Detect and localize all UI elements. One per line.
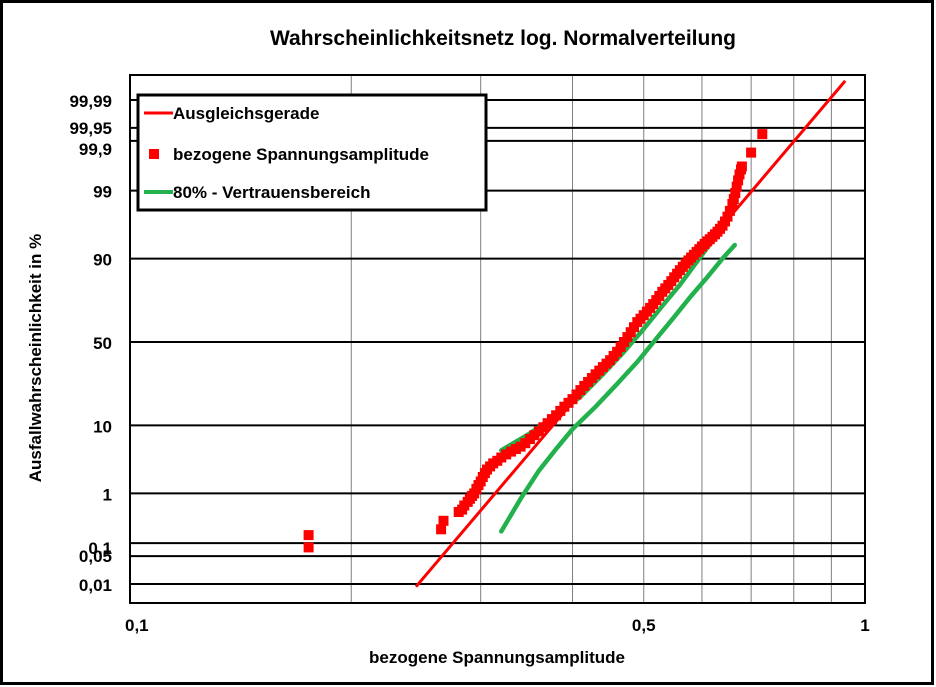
x-tick-label: 0,1 [125, 616, 149, 635]
data-point [303, 542, 314, 553]
data-point [722, 211, 733, 222]
probability-chart: Wahrscheinlichkeitsnetz log. Normalverte… [26, 27, 870, 667]
data-point [757, 129, 768, 140]
legend-points-label: bezogene Spannungsamplitude [173, 145, 429, 164]
data-point [724, 205, 735, 216]
x-tick-label: 0,5 [632, 616, 656, 635]
data-point [438, 515, 449, 526]
y-axis-label: Ausfallwahrscheinlichkeit in % [26, 234, 45, 482]
data-point [733, 175, 744, 186]
y-tick-label: 0,1 [88, 539, 112, 558]
y-tick-label: 99,9 [79, 140, 112, 159]
data-point [728, 194, 739, 204]
data-point [736, 161, 747, 172]
y-tick-label: 1 [103, 485, 112, 504]
y-tick-label: 99 [93, 183, 112, 202]
data-point [731, 181, 742, 192]
plot-area-border [129, 74, 866, 604]
y-tick-label: 0,01 [79, 576, 112, 595]
data-point [629, 322, 639, 333]
x-axis-label: bezogene Spannungsamplitude [369, 648, 625, 667]
x-tick-label: 1 [860, 616, 869, 635]
confidence-band-upper [499, 198, 738, 453]
y-tick-label: 10 [93, 417, 112, 436]
data-point [303, 530, 314, 541]
y-tick-label: 90 [93, 251, 112, 270]
y-tick-label: 99,99 [69, 92, 112, 111]
legend-band-label: 80% - Vertrauensbereich [173, 183, 370, 202]
legend-points-swatch [149, 149, 159, 159]
legend-fit-label: Ausgleichsgerade [173, 104, 319, 123]
y-tick-label: 0,05 [79, 547, 112, 566]
data-point [730, 188, 741, 198]
legend: Ausgleichsgerade bezogene Spannungsampli… [136, 93, 488, 212]
data-point [436, 524, 447, 535]
y-tick-label: 50 [93, 334, 112, 353]
confidence-band-lower [499, 242, 738, 534]
chart-title: Wahrscheinlichkeitsnetz log. Normalverte… [270, 27, 736, 50]
y-tick-label: 99,95 [69, 119, 112, 138]
data-point [746, 147, 757, 158]
legend-box [136, 93, 488, 212]
